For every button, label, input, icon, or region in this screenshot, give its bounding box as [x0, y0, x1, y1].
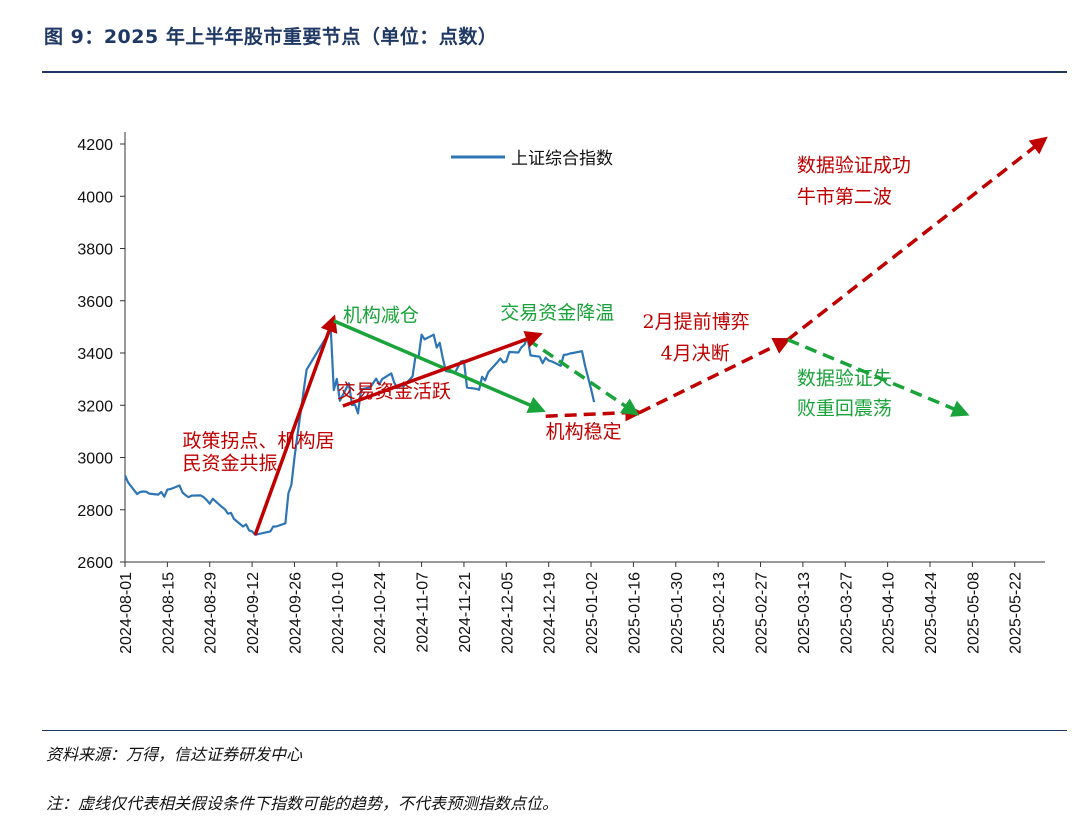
dashed-scenario-green [787, 338, 970, 417]
x-tick-label: 2024-12-05 [499, 572, 516, 654]
annotation-label: 败重回震荡 [797, 397, 892, 419]
annotation-label: 数据验证失 [797, 367, 892, 389]
annotation-label: 牛市第二波 [797, 186, 892, 208]
dashed-scenario-green [526, 337, 640, 416]
y-tick-label: 2600 [77, 555, 113, 572]
title-divider [42, 71, 1067, 73]
x-tick-label: 2025-04-10 [881, 572, 898, 654]
x-tick-label: 2025-01-02 [584, 572, 601, 654]
x-tick-label: 2025-05-08 [965, 572, 982, 654]
x-tick-label: 2024-08-15 [160, 572, 177, 654]
y-tick-label: 2800 [77, 503, 113, 520]
dashed-scenario-red [638, 338, 791, 415]
y-tick-label: 4200 [77, 137, 113, 154]
legend: 上证综合指数 [451, 149, 613, 169]
figure-title: 图 9：2025 年上半年股市重要节点（单位：点数） [44, 26, 498, 48]
x-tick-label: 2024-11-07 [415, 572, 432, 653]
x-tick-label: 2025-02-13 [711, 572, 728, 654]
index-chart: 2600 2800 3000 3200 3400 3600 3800 4000 4200 2024… [77, 132, 1048, 654]
y-tick-label: 4000 [77, 189, 113, 206]
annotation-label: 2月提前博弈 [643, 311, 750, 333]
trend-arrow-green [333, 319, 546, 413]
dashed-scenario-red [545, 403, 643, 422]
y-tick-label: 3000 [77, 451, 113, 468]
x-tick-label: 2024-10-24 [372, 572, 389, 654]
annotation-label: 数据验证成功 [797, 154, 911, 176]
legend-label: 上证综合指数 [511, 149, 613, 169]
x-tick-label: 2025-04-24 [923, 572, 940, 654]
x-tick-label: 2024-12-19 [542, 572, 559, 654]
annotation-label: 民资金共振 [183, 452, 278, 474]
trend-arrow-red [342, 331, 543, 408]
y-tick-label: 3800 [77, 242, 113, 259]
x-tick-label: 2024-09-12 [245, 572, 262, 654]
annotation-label: 4月决断 [661, 343, 730, 365]
y-tick-label: 3200 [77, 398, 113, 415]
x-tick-label: 2025-02-27 [754, 572, 771, 654]
dashed-scenario-red [786, 136, 1048, 342]
axes: 2600 2800 3000 3200 3400 3600 3800 4000 4200 2024… [77, 132, 1045, 654]
annotation-label: 交易资金活跃 [337, 380, 451, 402]
series-line-shanghai-composite [123, 328, 596, 536]
trend-arrows [253, 314, 546, 536]
footnote: 注：虚线仅代表相关假设条件下指数可能的趋势，不代表预测指数点位。 [46, 794, 559, 813]
source-note: 资料来源：万得，信达证券研发中心 [46, 745, 303, 764]
annotation-label: 交易资金降温 [500, 302, 614, 324]
annotation-label: 政策拐点、机构居 [183, 430, 335, 452]
series-layer [123, 136, 1048, 536]
annotation-label: 机构减仓 [343, 305, 419, 327]
x-tick-label: 2025-01-16 [626, 572, 643, 654]
x-tick-label: 2025-03-13 [796, 572, 813, 654]
x-tick-label: 2025-03-27 [838, 572, 855, 654]
trend-arrow-red [253, 314, 338, 536]
x-tick-label: 2025-01-30 [669, 572, 686, 654]
x-tick-label: 2024-10-10 [330, 572, 347, 654]
x-tick-label: 2025-05-22 [1008, 572, 1025, 654]
y-tick-label: 3600 [77, 294, 113, 311]
x-tick-label: 2024-08-01 [118, 572, 135, 654]
x-tick-label: 2024-08-29 [203, 572, 220, 654]
annotation-label: 机构稳定 [546, 421, 622, 443]
x-tick-label: 2024-11-21 [457, 572, 474, 653]
y-tick-label: 3400 [77, 346, 113, 363]
x-tick-label: 2024-09-26 [287, 572, 304, 654]
footer-divider [42, 730, 1067, 731]
